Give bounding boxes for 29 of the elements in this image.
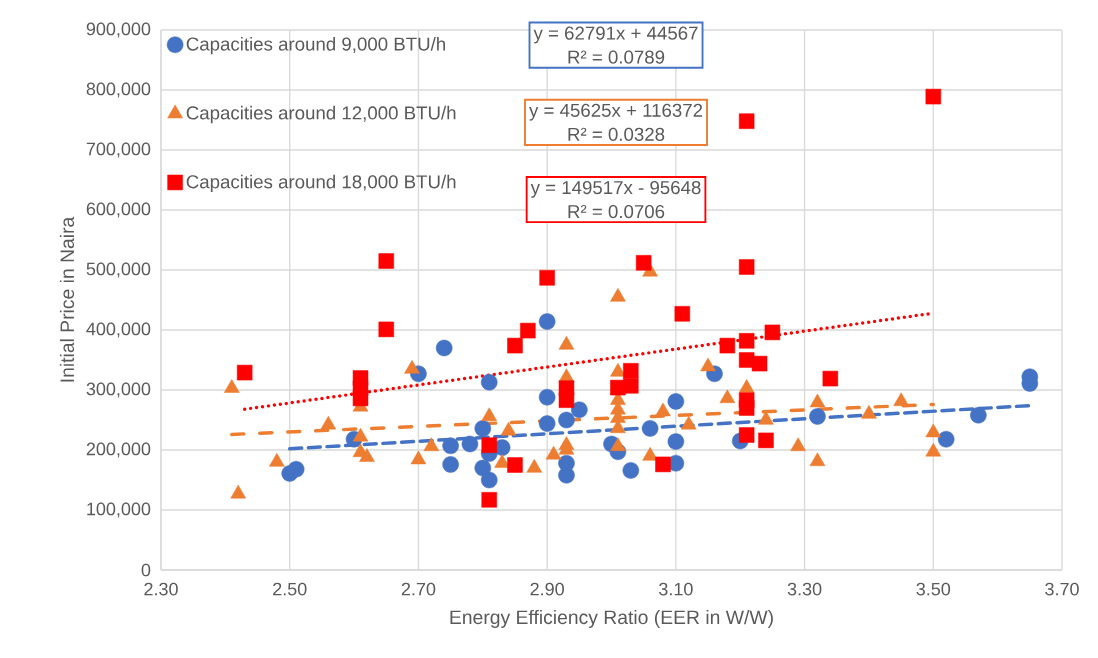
y-tick-label: 200,000 [86, 442, 151, 458]
y-tick-label: 700,000 [86, 142, 151, 158]
x-tick-label: 3.50 [916, 582, 951, 596]
y-tick-label: 100,000 [87, 502, 151, 518]
y-tick-label: 500,000 [86, 262, 151, 278]
x-tick-label: 2.70 [401, 582, 436, 596]
annotation: y = 149517x - 95648 [530, 180, 701, 198]
legend-label: Capacities around 18,000 BTU/h [186, 174, 456, 193]
y-tick-label: 0 [141, 563, 151, 577]
x-tick-label: 2.90 [530, 582, 564, 596]
annotation: R² = 0.0789 [568, 50, 665, 64]
x-tick-label: 3.30 [787, 582, 822, 596]
x-tick-label: 3.10 [659, 582, 693, 596]
y-tick-label: 600,000 [86, 202, 151, 218]
x-tick-label: 3.70 [1045, 582, 1079, 596]
annotation: y = 45625x + 116372 [529, 103, 703, 121]
annotation: R² = 0.0706 [568, 204, 665, 219]
annotation: y = 62791x + 44567 [533, 26, 698, 44]
y-tick-label: 800,000 [86, 82, 151, 98]
y-tick-label: 400,000 [86, 322, 151, 338]
legend-label: Capacities around 9,000 BTU/h [186, 36, 445, 55]
annotation: R² = 0.0328 [568, 127, 665, 141]
legend-label: Capacities around 12,000 BTU/h [186, 105, 456, 124]
x-tick-label: 2.30 [144, 582, 178, 596]
y-tick-label: 900,000 [86, 22, 151, 38]
x-axis-title: Energy Efficiency Ratio (EER in W/W) [450, 609, 773, 628]
x-tick-label: 2.50 [273, 582, 307, 596]
y-axis-title: Initial Price in Naira [59, 216, 75, 382]
y-tick-label: 300,000 [86, 382, 151, 398]
